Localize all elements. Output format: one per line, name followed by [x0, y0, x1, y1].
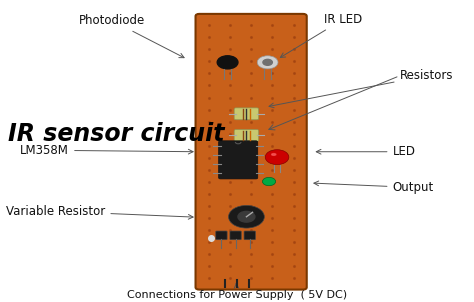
Circle shape: [228, 205, 264, 228]
Circle shape: [217, 56, 238, 69]
Text: Connections for Power Supply  ( 5V DC): Connections for Power Supply ( 5V DC): [127, 284, 347, 300]
FancyBboxPatch shape: [234, 108, 259, 120]
Text: IR sensor circuit: IR sensor circuit: [9, 122, 225, 146]
Ellipse shape: [272, 154, 276, 155]
Circle shape: [265, 150, 289, 165]
Circle shape: [263, 59, 273, 65]
Text: Resistors: Resistors: [269, 69, 453, 108]
FancyBboxPatch shape: [196, 14, 307, 290]
FancyBboxPatch shape: [216, 231, 227, 240]
Circle shape: [263, 177, 276, 186]
Text: LM358M: LM358M: [20, 144, 193, 157]
Circle shape: [257, 56, 278, 69]
Text: Variable Resistor: Variable Resistor: [6, 205, 193, 219]
Text: Photodiode: Photodiode: [79, 14, 184, 58]
FancyBboxPatch shape: [219, 141, 258, 179]
FancyBboxPatch shape: [234, 130, 259, 141]
Text: Output: Output: [314, 181, 434, 194]
Circle shape: [238, 211, 255, 222]
FancyBboxPatch shape: [230, 231, 241, 240]
Text: IR LED: IR LED: [280, 13, 363, 57]
FancyBboxPatch shape: [244, 231, 255, 240]
Text: LED: LED: [316, 145, 416, 158]
